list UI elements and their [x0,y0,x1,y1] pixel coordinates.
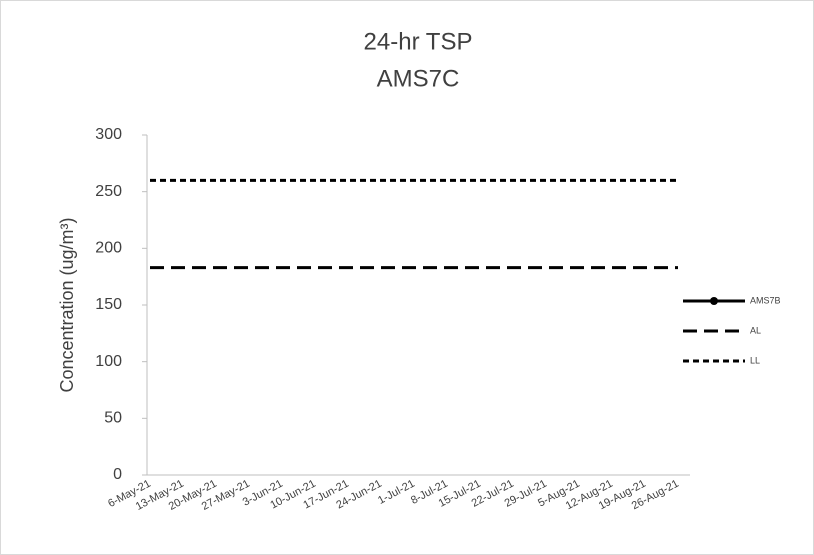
y-tick-label: 0 [113,466,122,483]
y-axis-label: Concentration (ug/m³) [57,217,77,392]
y-tick-label: 150 [95,296,122,313]
y-tick-label: 100 [95,353,122,370]
chart-title: 24-hr TSP [364,28,473,55]
legend-label: AMS7B [750,295,781,305]
y-tick-label: 50 [104,410,122,427]
y-tick-label: 250 [95,183,122,200]
legend-label: AL [750,325,761,335]
legend-label: LL [750,355,760,365]
y-tick-label: 200 [95,240,122,257]
legend-marker [710,297,718,305]
chart-subtitle: AMS7C [377,65,460,92]
y-tick-label: 300 [95,126,122,143]
